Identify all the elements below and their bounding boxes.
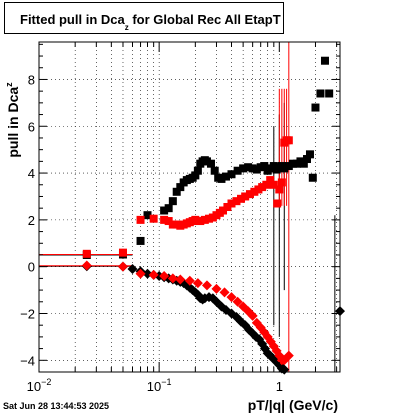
marker-square-series-0 [308, 173, 317, 182]
marker-square-series-0 [176, 183, 185, 192]
data-markers [81, 56, 345, 375]
marker-square-series-1 [232, 197, 241, 206]
marker-square-series-0 [311, 103, 320, 112]
title-subscript: z [124, 23, 129, 32]
marker-square-series-0 [244, 163, 253, 172]
marker-square-series-1 [258, 183, 267, 192]
marker-diamond-series-3 [192, 278, 203, 289]
marker-square-series-1 [277, 178, 286, 187]
marker-square-series-1 [250, 187, 259, 196]
y-axis-label-main: pull in Dca [5, 87, 21, 158]
y-tick-label: 2 [28, 213, 35, 228]
marker-square-series-1 [200, 215, 209, 224]
title-box: Fitted pull in Dcaz for Global Rec All E… [4, 2, 284, 34]
marker-square-series-1 [275, 185, 284, 194]
y-tick-label: −4 [20, 353, 35, 368]
marker-square-series-0 [325, 89, 334, 98]
y-tick-label: 4 [28, 166, 35, 181]
marker-square-series-1 [223, 203, 232, 211]
x-axis-label: pT/|q| (GeV/c) [248, 397, 338, 413]
marker-diamond-series-3 [159, 271, 170, 282]
plot-frame [38, 41, 341, 373]
title-rest: for Global Rec All EtapT [128, 12, 281, 27]
marker-square-series-0 [316, 89, 325, 98]
axis-ticks [38, 42, 340, 373]
marker-diamond-series-3 [135, 268, 146, 279]
marker-square-series-0 [217, 174, 226, 183]
tick-labels: −4 −2 0 2 4 6 8 10−2 10−1 1 [20, 72, 283, 394]
marker-diamond-series-3 [232, 296, 243, 307]
y-tick-label: 8 [28, 72, 35, 87]
marker-diamond-series-3 [148, 269, 159, 280]
y-tick-label: 6 [28, 119, 35, 134]
marker-square-series-0 [302, 155, 311, 164]
marker-square-series-1 [269, 180, 278, 189]
marker-square-series-1 [262, 180, 271, 189]
marker-diamond-series-3 [117, 261, 128, 272]
marker-square-series-1 [284, 136, 293, 145]
marker-diamond-series-3 [226, 292, 237, 303]
marker-square-series-1 [196, 217, 205, 226]
marker-square-series-0 [233, 166, 242, 175]
marker-diamond-series-3 [211, 283, 222, 294]
marker-square-series-0 [239, 164, 248, 173]
marker-square-series-0 [143, 211, 152, 220]
marker-square-series-0 [221, 172, 230, 181]
marker-square-series-0 [136, 236, 145, 245]
marker-square-series-0 [227, 170, 236, 179]
marker-square-series-1 [164, 217, 173, 226]
chart-title: Fitted pull in Dcaz for Global Rec All E… [20, 12, 281, 32]
marker-square-series-0 [206, 159, 215, 168]
x-tick-label: 10−2 [27, 377, 52, 394]
marker-square-series-1 [118, 248, 127, 257]
marker-square-series-1 [219, 206, 228, 215]
marker-square-series-1 [266, 176, 275, 185]
timestamp-footer: Sat Jun 28 13:44:53 2025 [3, 401, 110, 411]
marker-square-series-0 [172, 187, 181, 196]
y-axis-label: pull in Dcaz [4, 82, 21, 158]
y-axis-label-sub: z [4, 82, 14, 87]
marker-diamond-series-3 [247, 310, 258, 321]
marker-diamond-series-3 [283, 350, 294, 361]
marker-diamond-series-3 [219, 287, 230, 298]
marker-diamond-series-3 [184, 275, 195, 286]
marker-square-series-1 [273, 199, 282, 208]
marker-square-series-1 [237, 194, 246, 203]
marker-square-series-0 [260, 162, 269, 171]
x-tick-label: 1 [276, 379, 283, 394]
marker-square-series-0 [193, 166, 202, 175]
x-tick-label: 10−1 [147, 377, 172, 394]
marker-square-series-0 [305, 150, 314, 159]
marker-square-series-0 [191, 171, 200, 180]
y-tick-label: −2 [20, 306, 35, 321]
y-tick-label: 0 [28, 260, 35, 275]
marker-diamond-series-2 [127, 264, 138, 275]
marker-diamond-series-3 [167, 273, 178, 284]
marker-square-series-1 [241, 192, 250, 201]
marker-square-series-1 [82, 249, 91, 258]
marker-square-series-1 [160, 215, 169, 224]
marker-square-series-0 [248, 164, 257, 173]
marker-square-series-0 [210, 166, 219, 175]
marker-square-series-1 [191, 215, 200, 224]
marker-square-series-0 [284, 162, 293, 171]
marker-diamond-series-3 [175, 274, 186, 285]
marker-diamond-series-3 [201, 280, 212, 291]
marker-square-series-1 [245, 190, 254, 199]
marker-square-series-0 [164, 204, 173, 213]
title-main: Fitted pull in Dca [20, 12, 125, 27]
marker-square-series-1 [227, 199, 236, 208]
marker-square-series-1 [149, 214, 158, 223]
marker-square-series-0 [160, 206, 169, 215]
marker-square-series-0 [299, 159, 308, 168]
marker-diamond-series-3 [81, 260, 92, 271]
marker-square-series-0 [320, 56, 329, 65]
marker-square-series-0 [280, 164, 289, 173]
marker-square-series-0 [168, 197, 177, 206]
marker-square-series-0 [202, 157, 211, 166]
marker-square-series-1 [136, 215, 145, 224]
